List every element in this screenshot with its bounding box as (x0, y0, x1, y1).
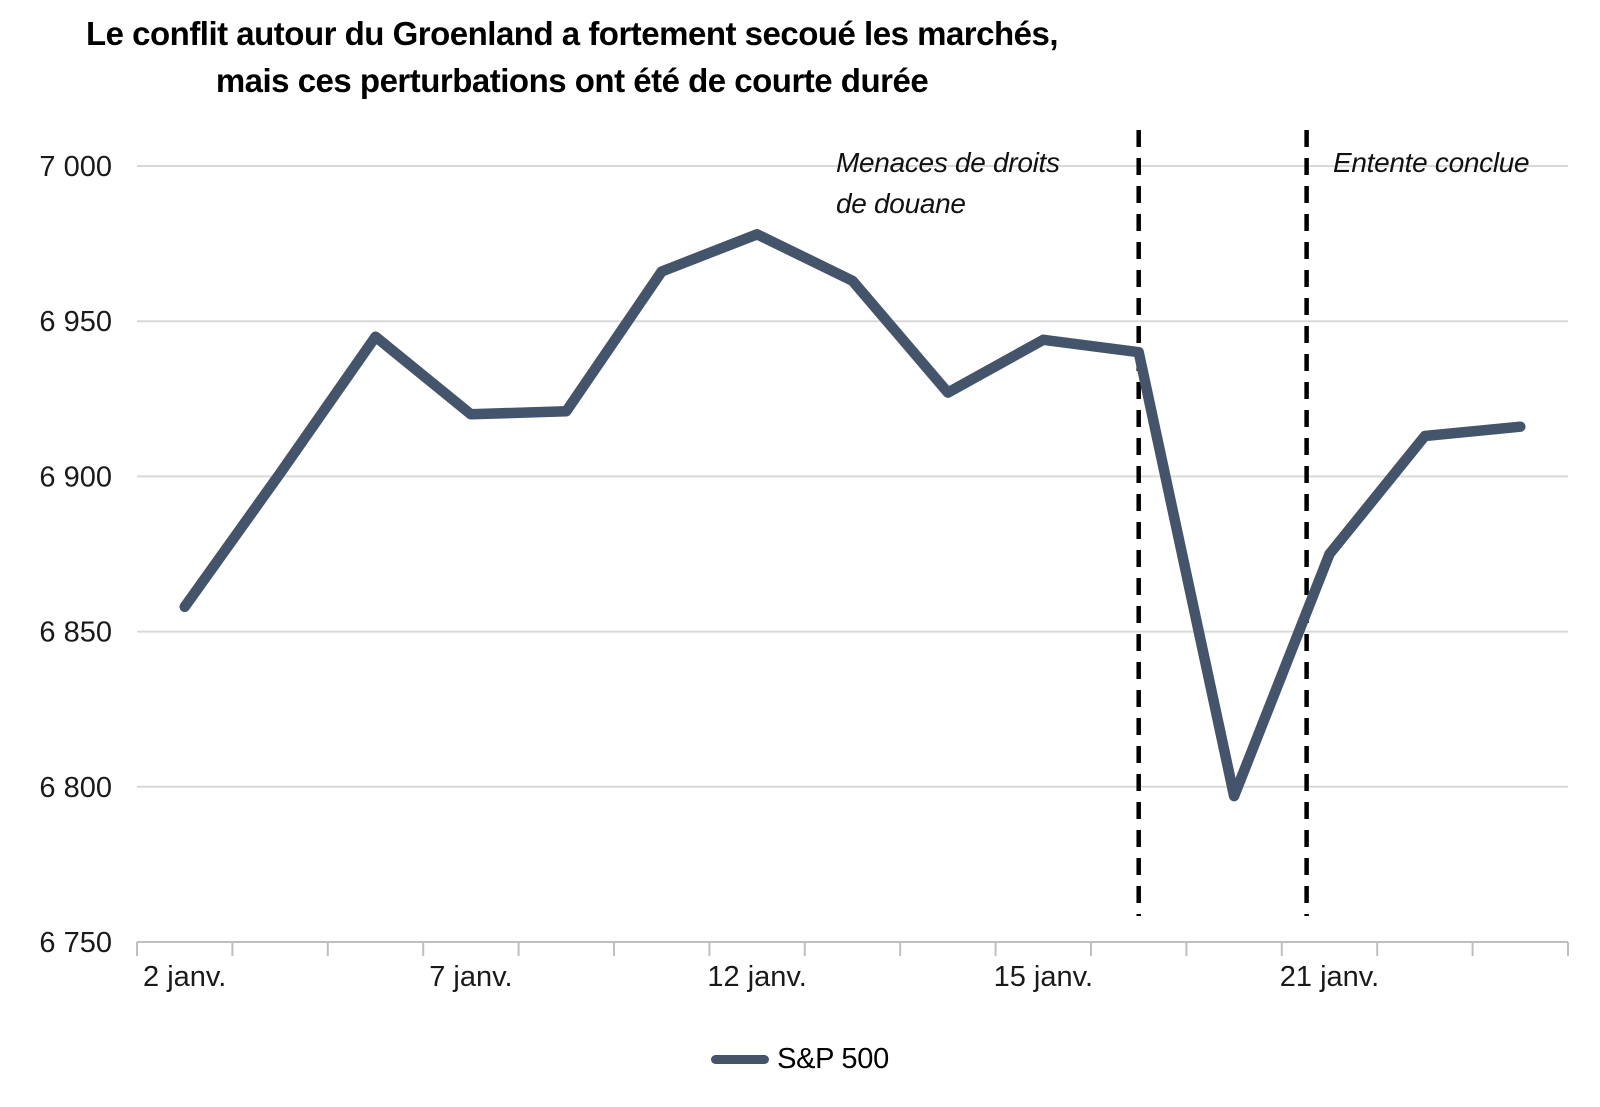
chart-title-line1: Le conflit autour du Groenland a forteme… (85, 15, 1059, 52)
y-axis-label: 6 850 (39, 617, 112, 649)
x-axis-label: 21 janv. (1280, 961, 1379, 993)
y-axis-label: 6 800 (39, 772, 112, 804)
x-axis-label: 2 janv. (143, 961, 226, 993)
y-axis-label: 6 900 (39, 461, 112, 493)
chart-title-line2: mais ces perturbations ont été de courte… (215, 62, 929, 99)
legend-line-swatch (711, 1054, 770, 1064)
x-axis-label: 7 janv. (429, 961, 512, 993)
series-line-sp500 (179, 229, 1526, 802)
x-axis-label: 12 janv. (707, 961, 806, 993)
y-axis-label: 6 750 (39, 927, 112, 959)
y-axis-label: 6 950 (39, 306, 112, 338)
legend-label: S&P 500 (777, 1042, 889, 1075)
annotation-tariff-threats: Menaces de droits de douane (836, 147, 1060, 219)
x-axis-label: 15 janv. (994, 961, 1093, 993)
chart-title: Le conflit autour du Groenland a forteme… (8, 10, 1136, 104)
y-axis-label: 7 000 (39, 151, 112, 183)
legend: S&P 500 (0, 1038, 1600, 1080)
annotation-agreement-reached: Entente conclue (1333, 147, 1530, 178)
